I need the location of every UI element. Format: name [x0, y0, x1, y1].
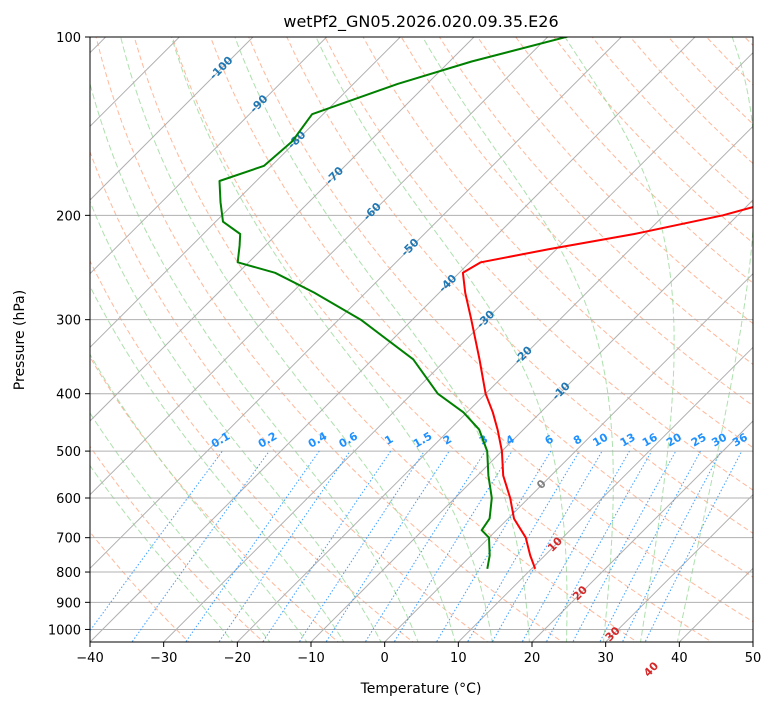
plot-frame: [89, 36, 754, 643]
dry-adiabat: [90, 356, 339, 642]
mixing-ratio-line: [466, 450, 580, 642]
y-tick-label: 100: [56, 31, 81, 46]
isotherm-line: [90, 37, 623, 570]
dry-adiabat: [171, 37, 713, 642]
profiles: [218, 37, 753, 570]
y-tick-label: 300: [56, 314, 81, 329]
y-tick-label: 900: [56, 596, 81, 611]
dewpoint-profile: [218, 37, 570, 569]
isotherm-line: [457, 346, 753, 642]
dry-adiabat: [90, 531, 190, 642]
mixing-ratio-line: [599, 450, 701, 642]
mixing-ratio-line: [90, 450, 223, 632]
isotherm-line: [90, 37, 328, 275]
x-tick-label: −40: [76, 651, 103, 666]
isotherm-line: [604, 493, 753, 642]
x-tick-label: 40: [671, 651, 688, 666]
x-tick-label: 30: [597, 651, 614, 666]
isotherm-line: [90, 37, 696, 642]
mixing-ratio-line: [491, 450, 603, 642]
dry-adiabat: [324, 37, 753, 491]
dry-adiabat: [400, 37, 753, 407]
mixing-ratio-line: [131, 450, 270, 642]
y-axis-ticks: 1000 900 800 700 600 500 400 300 200 100: [48, 31, 90, 638]
y-tick-label: 800: [56, 566, 81, 581]
dry-adiabat: [286, 37, 753, 534]
moist-adiabat: [234, 37, 530, 642]
mixing-ratio-line: [325, 450, 450, 642]
temperature-profile: [461, 205, 753, 570]
x-tick-label: 20: [524, 651, 541, 666]
isotherm-line: [383, 272, 753, 642]
x-tick-label: 50: [745, 651, 762, 666]
dry-adiabat: [515, 37, 753, 284]
y-tick-label: 400: [56, 388, 81, 403]
moist-adiabat: [315, 37, 568, 642]
isotherm-line: [531, 420, 753, 642]
isotherm-line: [90, 37, 254, 201]
isotherm-line: [90, 37, 549, 496]
x-tick-label: 10: [450, 651, 467, 666]
mixing-ratio-line: [185, 450, 320, 642]
dry-adiabat: [248, 37, 753, 578]
y-tick-label: 700: [56, 532, 81, 547]
dry-adiabat: [133, 37, 638, 642]
mixing-ratio-line: [435, 450, 552, 642]
x-axis-ticks: −40 −30 −20 −10 0 10 20 30 40 50: [76, 642, 761, 666]
mixing-ratio-line: [621, 450, 722, 642]
moist-adiabat: [564, 37, 675, 642]
y-tick-label: 200: [56, 209, 81, 224]
dry-adiabat: [95, 37, 564, 642]
x-tick-label: 0: [381, 651, 389, 666]
y-tick-label: 1000: [48, 623, 81, 638]
mixing-ratio-line: [364, 450, 486, 642]
y-tick-label: 600: [56, 492, 81, 507]
moist-adiabat: [422, 37, 614, 642]
x-tick-label: −30: [150, 651, 177, 666]
mixing-ratio-line: [393, 450, 513, 642]
mixing-ratio-line: [572, 450, 677, 642]
moist-adiabat: [170, 37, 493, 642]
isotherm-line: [236, 125, 753, 642]
chart-title: wetPf2_GN05.2026.020.09.35.E26: [283, 12, 558, 32]
dry-adiabat: [438, 37, 753, 366]
isotherm-line: [90, 37, 402, 349]
y-tick-label: 500: [56, 445, 81, 460]
isotherm-line: [310, 199, 753, 642]
background-lines: [90, 37, 753, 642]
mixing-ratio-line: [644, 450, 743, 642]
dry-adiabat: [90, 150, 489, 642]
mixing-ratio-line: [218, 450, 351, 642]
mixing-ratio-line: [298, 450, 425, 642]
isotherm-line: [162, 51, 753, 642]
x-tick-label: −10: [297, 651, 324, 666]
x-axis-title: Temperature (°C): [360, 681, 482, 697]
mixing-ratio-line: [262, 450, 392, 642]
dry-adiabat: [209, 37, 753, 623]
isotherm-line: [90, 37, 475, 422]
moist-adiabat: [120, 37, 456, 642]
plot-area: [90, 37, 753, 642]
x-tick-label: −20: [224, 651, 251, 666]
moist-adiabat: [90, 353, 308, 642]
y-axis-title: Pressure (hPa): [12, 290, 28, 390]
